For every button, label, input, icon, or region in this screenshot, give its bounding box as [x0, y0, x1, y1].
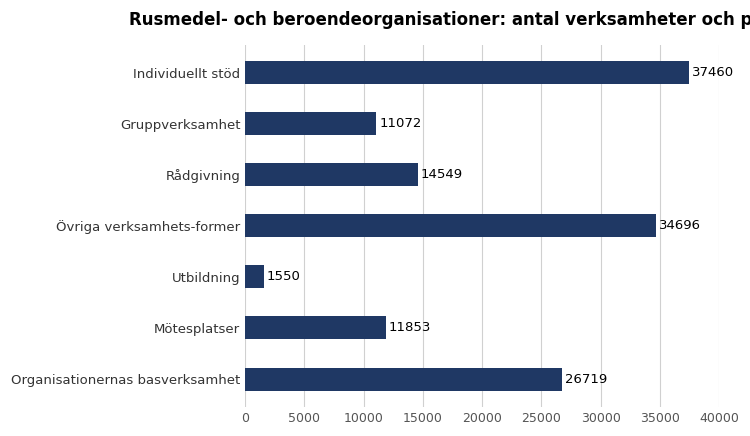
Bar — [245, 215, 656, 237]
Text: 1550: 1550 — [266, 270, 301, 283]
Bar — [245, 112, 376, 135]
Bar — [245, 368, 562, 391]
Bar — [245, 317, 386, 340]
Bar — [245, 61, 688, 84]
Text: 37460: 37460 — [692, 66, 734, 79]
Text: 11072: 11072 — [380, 117, 422, 130]
Bar — [245, 163, 418, 186]
Text: 11853: 11853 — [388, 321, 431, 334]
Text: 34696: 34696 — [659, 219, 701, 232]
Title: Rusmedel- och beroendeorganisationer: antal verksamheter och produkter: Rusmedel- och beroendeorganisationer: an… — [130, 11, 750, 29]
Text: 14549: 14549 — [421, 168, 463, 181]
Bar — [245, 266, 263, 288]
Text: 26719: 26719 — [565, 372, 607, 385]
